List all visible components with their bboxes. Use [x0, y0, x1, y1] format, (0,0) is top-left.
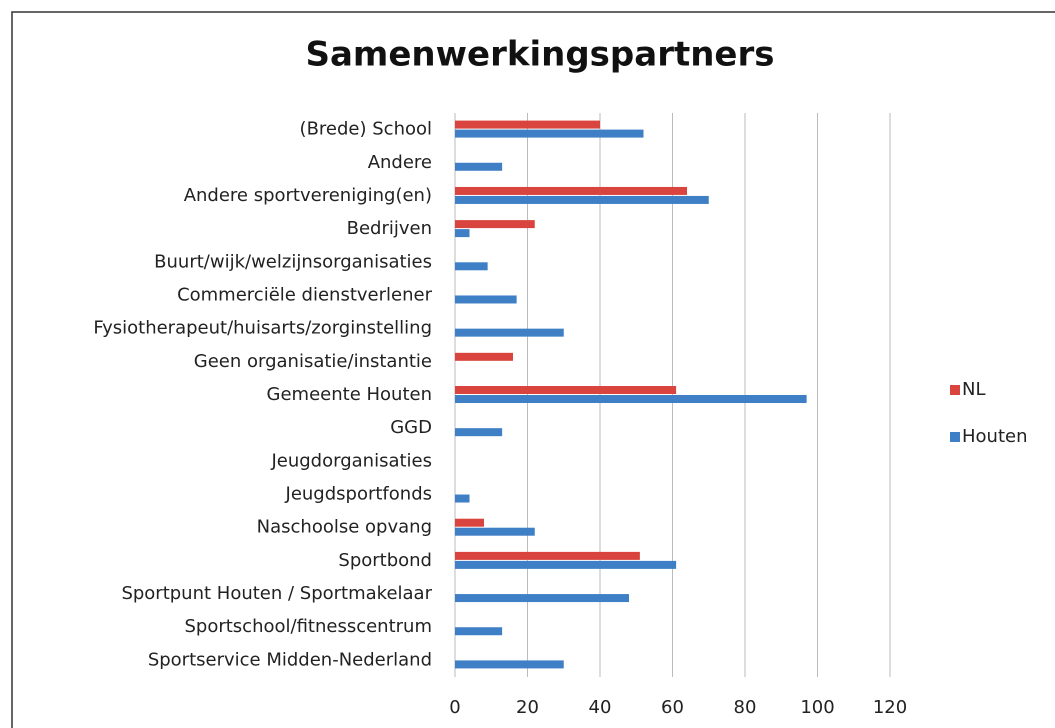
frame — [11, 11, 1055, 728]
bar — [455, 129, 644, 138]
bar — [455, 627, 503, 636]
y-tick-label: Sportbond — [338, 550, 432, 571]
y-tick-label: Jeugdorganisaties — [270, 450, 432, 471]
legend-swatch — [950, 432, 960, 442]
bar — [455, 527, 535, 536]
bar — [455, 120, 600, 129]
y-tick-label: Andere sportvereniging(en) — [184, 185, 432, 206]
y-tick-label: Sportservice Midden-Nederland — [148, 649, 432, 670]
bar — [455, 195, 709, 204]
bar — [455, 660, 564, 669]
x-tick-label: 80 — [734, 697, 757, 718]
legend-label: Houten — [962, 426, 1028, 447]
y-tick-label: GGD — [390, 417, 432, 438]
bar — [455, 262, 488, 271]
y-tick-label: Sportpunt Houten / Sportmakelaar — [121, 583, 432, 604]
x-tick-label: 120 — [873, 697, 907, 718]
bar — [455, 352, 513, 361]
bar — [455, 518, 484, 527]
bar — [455, 551, 640, 560]
bar — [455, 162, 503, 171]
y-tick-label: Commerciële dienstverlener — [177, 284, 433, 305]
x-tick-label: 20 — [516, 697, 539, 718]
bar — [455, 494, 470, 503]
bar — [455, 428, 503, 437]
y-tick-label: (Brede) School — [300, 119, 432, 140]
legend-swatch — [950, 385, 960, 395]
y-tick-label: Naschoolse opvang — [257, 517, 432, 538]
y-tick-label: Buurt/wijk/welzijnsorganisaties — [154, 251, 432, 272]
bar — [455, 594, 629, 603]
y-tick-label: Jeugdsportfonds — [285, 484, 432, 505]
bar — [455, 560, 677, 569]
bar — [455, 186, 687, 195]
y-tick-label: Bedrijven — [347, 218, 432, 239]
x-tick-label: 0 — [449, 697, 460, 718]
x-tick-label: 60 — [661, 697, 684, 718]
y-tick-label: Andere — [368, 152, 432, 173]
x-tick-label: 40 — [589, 697, 612, 718]
bar — [455, 386, 677, 394]
x-tick-label: 100 — [800, 697, 834, 718]
bar — [455, 220, 535, 229]
bar — [455, 395, 807, 403]
bar — [455, 328, 564, 337]
chart-title: Samenwerkingspartners — [306, 35, 775, 75]
legend-label: NL — [962, 379, 986, 400]
y-tick-label: Sportschool/fitnesscentrum — [184, 616, 432, 637]
bar — [455, 295, 517, 304]
bar — [455, 229, 470, 238]
y-tick-label: Geen organisatie/instantie — [194, 351, 432, 372]
y-tick-label: Fysiotherapeut/huisarts/zorginstelling — [93, 318, 432, 339]
y-tick-label: Gemeente Houten — [267, 384, 432, 405]
